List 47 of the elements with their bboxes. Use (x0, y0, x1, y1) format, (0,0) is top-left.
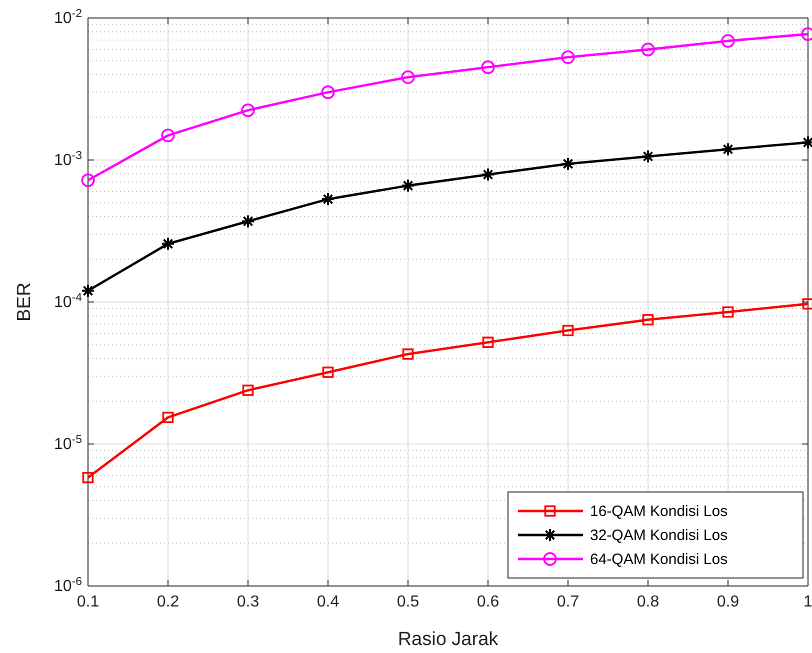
point (81, 284, 95, 298)
point (322, 366, 334, 378)
point (241, 103, 255, 118)
x-tick-label: 0.9 (716, 593, 740, 610)
point (321, 192, 335, 206)
x-tick-label: 0.2 (156, 593, 180, 610)
point (321, 85, 335, 100)
point (721, 34, 735, 48)
point (161, 128, 175, 142)
point (402, 348, 414, 360)
x-tick-label: 0.5 (396, 593, 420, 610)
point (641, 42, 655, 56)
x-tick-label: 0.4 (316, 593, 340, 610)
x-tick-label: 1 (804, 593, 812, 610)
x-tick-label: 0.1 (76, 593, 100, 610)
x-tick-label: 0.3 (236, 593, 260, 610)
point (561, 156, 575, 171)
point (562, 324, 574, 336)
point (561, 50, 575, 64)
point (481, 60, 495, 74)
y-tick-label: 10$^{-2}$ (54, 8, 82, 28)
y-tick-label: 10$^{-3}$ (54, 150, 82, 170)
legend-label: 16-QAM Kondisi Los (590, 503, 728, 520)
point (481, 168, 495, 182)
x-axis-title: Rasio Jarak (398, 629, 499, 650)
y-tick-label: 10$^{-6}$ (54, 576, 82, 596)
y-axis-title: BER (14, 282, 35, 322)
point (81, 173, 95, 188)
y-tick-label: 10$^{-5}$ (54, 434, 82, 454)
legend-label: 32-QAM Kondisi Los (590, 527, 728, 544)
point (721, 142, 735, 156)
point (401, 70, 415, 84)
point (241, 214, 255, 228)
point (82, 472, 94, 484)
point (482, 336, 494, 348)
point (161, 236, 175, 251)
point (722, 306, 734, 318)
legend-label: 64-QAM Kondisi Los (590, 551, 728, 568)
point (401, 178, 415, 193)
x-tick-label: 0.7 (556, 593, 580, 610)
point (162, 412, 174, 424)
x-tick-label: 0.6 (476, 593, 500, 610)
point (242, 384, 254, 396)
point (641, 149, 655, 164)
x-tick-label: 0.8 (636, 593, 660, 610)
point (642, 314, 654, 326)
y-tick-label: 10$^{-4}$ (54, 292, 83, 312)
